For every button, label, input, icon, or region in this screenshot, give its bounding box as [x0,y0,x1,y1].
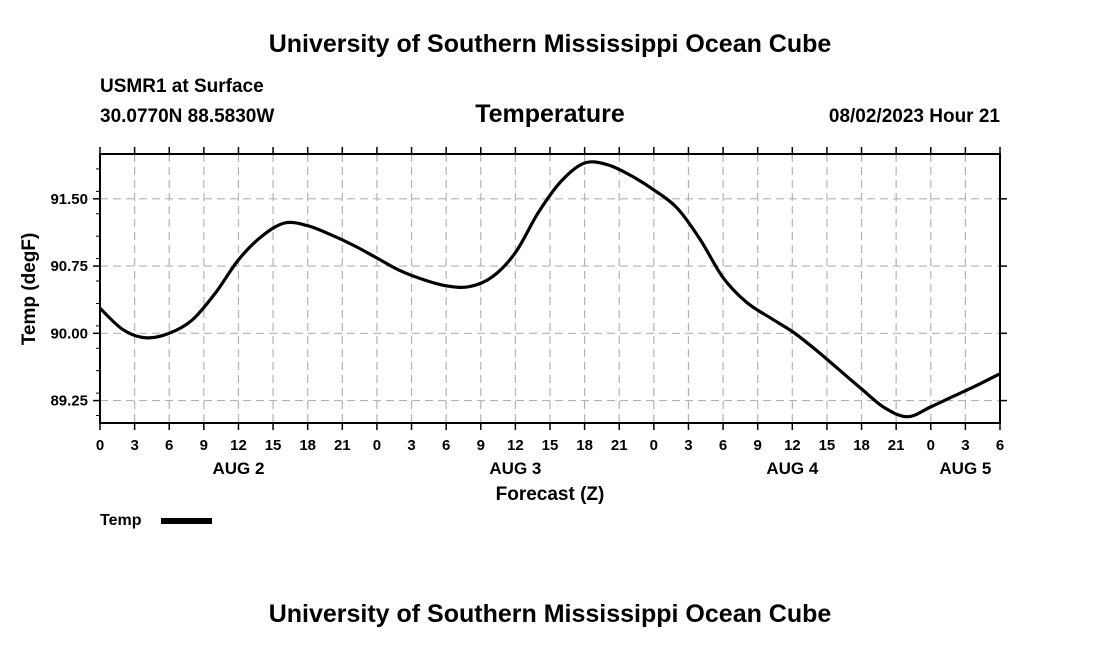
series-layer [98,160,1001,419]
y-tick-label: 90.00 [50,325,88,342]
chart-title: Temperature [475,100,625,128]
x-tick-label: 6 [996,437,1004,454]
x-tick-label: 6 [719,437,727,454]
x-tick-label: 12 [507,437,524,454]
x-tick-label: 0 [373,437,381,454]
legend-swatch [161,518,212,524]
x-tick-label: 18 [853,437,870,454]
station-coordinates: 30.0770N 88.5830W [100,106,275,127]
x-tick-label: 3 [407,437,415,454]
x-tick-label: 0 [927,437,935,454]
x-tick-label: 18 [299,437,316,454]
x-axis-label: Forecast (Z) [496,484,605,505]
grid [100,154,1000,423]
x-tick-label: 0 [650,437,658,454]
x-tick-label: 12 [230,437,247,454]
y-tick-label: 89.25 [50,393,88,410]
day-label: AUG 2 [212,459,264,478]
day-label: AUG 4 [766,459,819,478]
x-tick-label: 3 [684,437,692,454]
x-tick-label: 12 [784,437,801,454]
x-tick-label: 15 [265,437,282,454]
x-tick-label: 15 [542,437,559,454]
x-tick-label: 21 [611,437,628,454]
footer-title: University of Southern Mississippi Ocean… [268,600,832,628]
x-tick-label: 3 [961,437,969,454]
day-label: AUG 5 [939,459,991,478]
forecast-datetime: 08/02/2023 Hour 21 [828,106,1000,127]
axes: 0 3 6 9 12 15 18 21 0 3 6 9 12 15 18 21 0 3 6 9 12 15 18 21 0 3 6 8… [50,147,1007,478]
temp-series-line [98,160,1001,419]
legend-label: Temp [100,512,142,529]
x-tick-label: 9 [477,437,485,454]
x-tick-label: 9 [754,437,762,454]
day-label: AUG 3 [489,459,541,478]
x-tick-label: 21 [888,437,905,454]
x-tick-label: 6 [165,437,173,454]
y-axis-label: Temp (degF) [19,233,40,346]
x-tick-label: 18 [576,437,593,454]
plot-frame [99,153,1001,424]
station-label: USMR1 at Surface [100,76,264,97]
x-tick-label: 21 [334,437,351,454]
x-tick-label: 6 [442,437,450,454]
x-tick-label: 0 [96,437,104,454]
y-tick-label: 90.75 [50,258,88,275]
y-tick-label: 91.50 [50,191,88,208]
x-tick-label: 3 [130,437,138,454]
x-tick-label: 9 [200,437,208,454]
page-title: University of Southern Mississippi Ocean… [268,30,832,58]
x-tick-label: 15 [819,437,836,454]
